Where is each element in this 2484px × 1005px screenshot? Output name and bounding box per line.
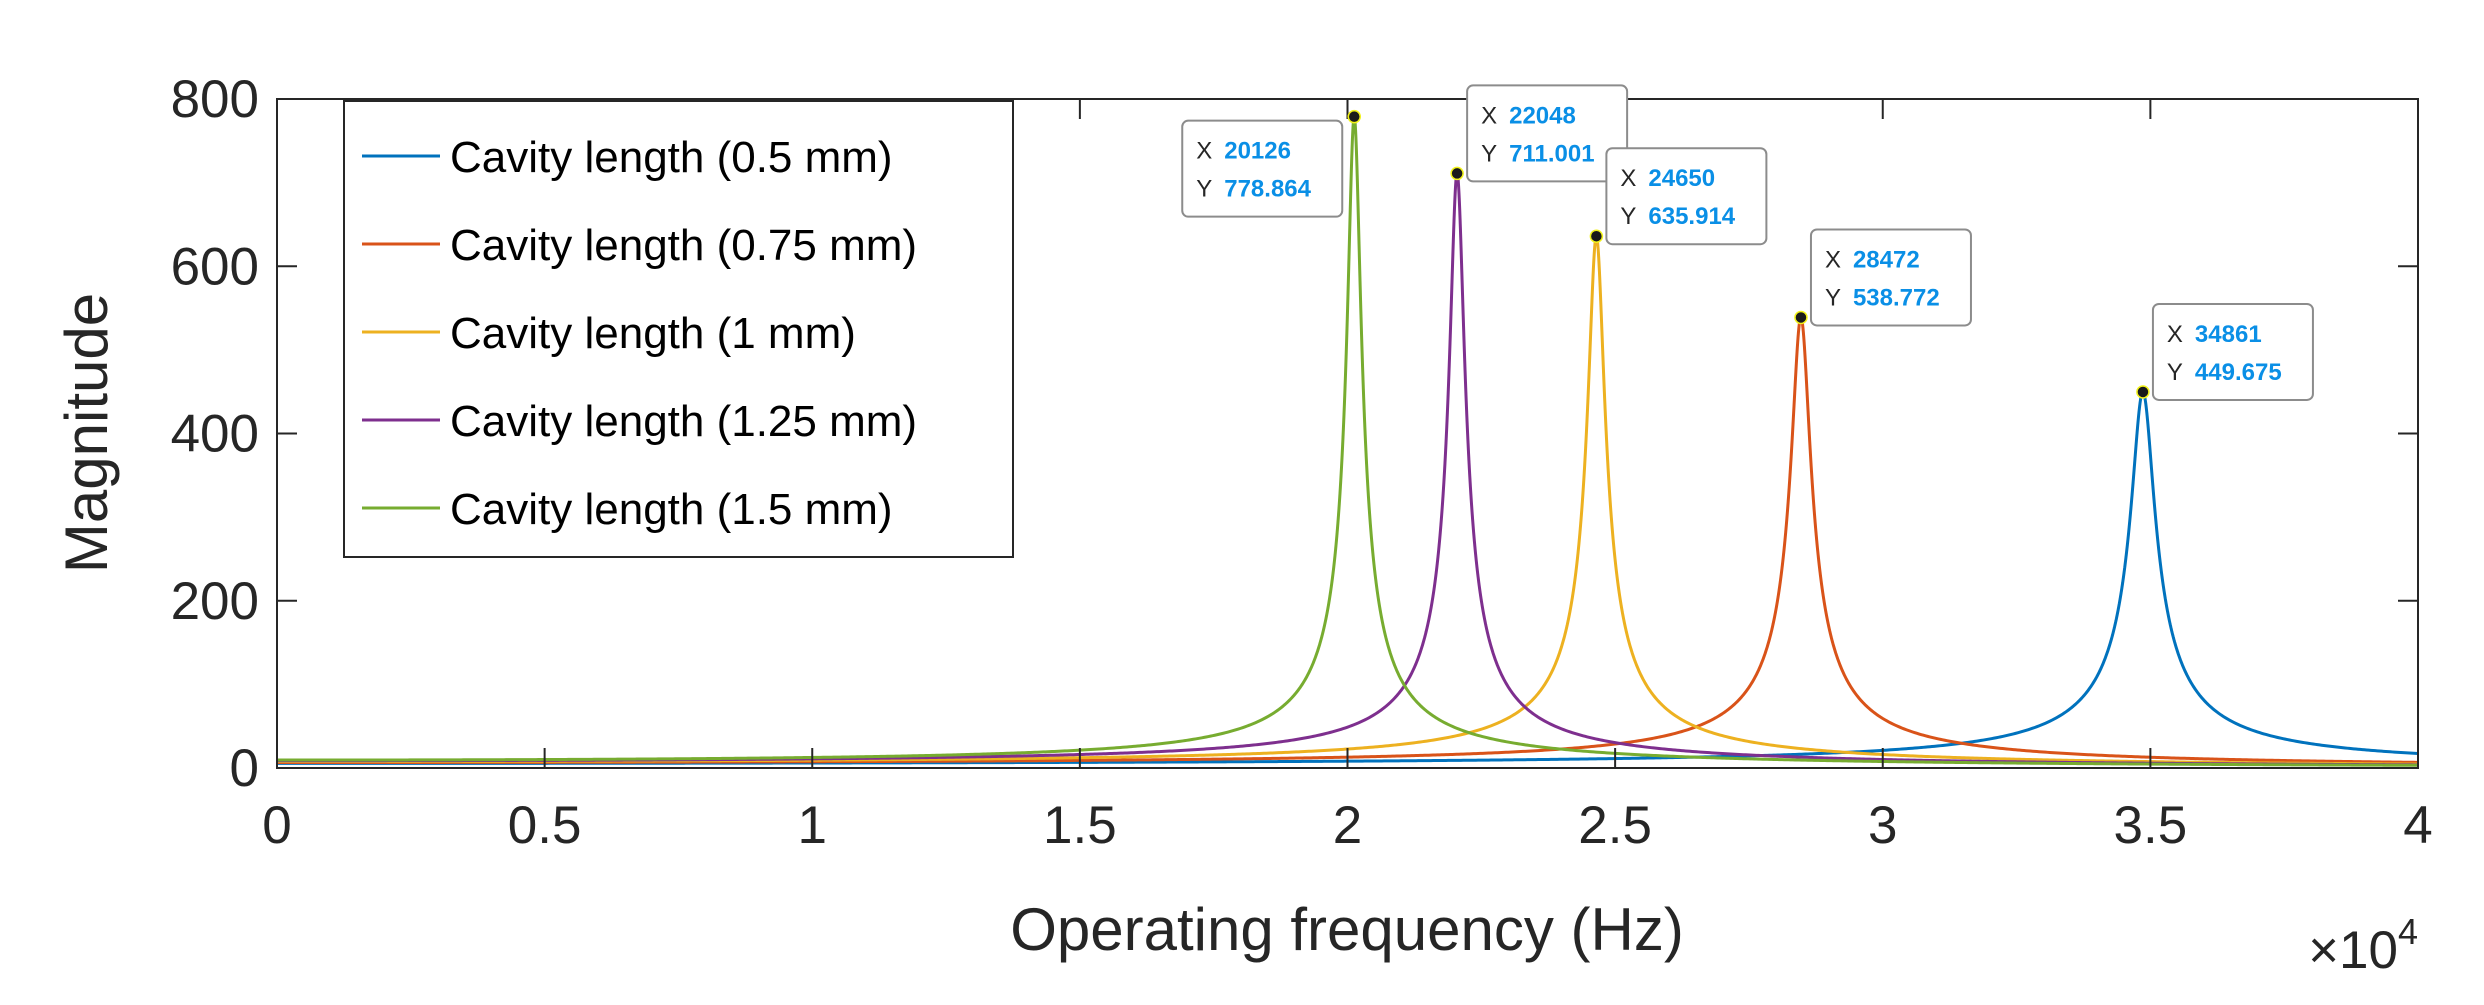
datatip-x-value: 34861 bbox=[2195, 321, 2262, 348]
x-tick-label: 1 bbox=[798, 796, 827, 855]
y-tick-label: 200 bbox=[171, 572, 259, 631]
y-tick-label: 600 bbox=[171, 237, 259, 296]
series-line-3 bbox=[277, 171, 2419, 767]
datatip-y-value: 538.772 bbox=[1853, 284, 1940, 311]
x-axis-multiplier: ×104 bbox=[2308, 911, 2418, 980]
datatip-box bbox=[2151, 302, 2314, 401]
legend-label-4: Cavity length (1.5 mm) bbox=[450, 485, 893, 534]
datatip-box bbox=[1605, 147, 1768, 246]
datatip-y-key: Y bbox=[1620, 203, 1636, 230]
datatip-marker bbox=[1347, 109, 1361, 124]
datatip-box bbox=[1466, 84, 1629, 183]
y-tick-label: 0 bbox=[230, 739, 259, 798]
legend-label-2: Cavity length (1 mm) bbox=[450, 309, 856, 358]
datatip-y-key: Y bbox=[1196, 176, 1212, 203]
datatip-y-value: 635.914 bbox=[1648, 203, 1735, 230]
datatip-y-value: 449.675 bbox=[2195, 359, 2282, 386]
datatip-x-value: 22048 bbox=[1509, 102, 1576, 129]
y-axis-label: Magnitude bbox=[53, 293, 120, 573]
datatip-x-key: X bbox=[1620, 165, 1636, 192]
datatip-x-key: X bbox=[1481, 102, 1497, 129]
datatip-y-key: Y bbox=[1481, 140, 1497, 167]
legend-label-0: Cavity length (0.5 mm) bbox=[450, 133, 893, 182]
x-multiplier-exponent: 4 bbox=[2398, 911, 2418, 952]
x-tick-label: 2 bbox=[1333, 796, 1362, 855]
datatip-marker bbox=[2136, 385, 2150, 399]
x-tick-label: 3.5 bbox=[2114, 796, 2188, 855]
datatip-layer: X 20126 Y 778.864 X 22048 Y 711.001 X 24650 Y 635.9… bbox=[1181, 84, 2314, 401]
legend-label-1: Cavity length (0.75 mm) bbox=[450, 221, 917, 270]
datatip-y-key: Y bbox=[2167, 359, 2183, 386]
x-tick-label: 0.5 bbox=[508, 796, 582, 855]
datatip-marker bbox=[1589, 229, 1604, 243]
y-tick-label: 800 bbox=[171, 70, 259, 129]
datatip-x-value: 28472 bbox=[1853, 246, 1920, 273]
datatip-box bbox=[1809, 228, 1972, 327]
datatip-0: X 20126 Y 778.864 bbox=[1181, 109, 1361, 218]
datatip-y-value: 711.001 bbox=[1509, 140, 1594, 167]
tick-layer: 0 0.5 1 1.5 2 2.5 3 3.5 4 0 200 400 600 800 bbox=[171, 70, 2433, 855]
datatip-marker bbox=[1794, 310, 1808, 325]
datatip-4: X 34861 Y 449.675 bbox=[2136, 302, 2314, 401]
datatip-x-key: X bbox=[2167, 321, 2183, 348]
x-multiplier-base: ×10 bbox=[2308, 921, 2398, 980]
series-layer bbox=[277, 115, 2419, 767]
datatip-x-value: 20126 bbox=[1224, 138, 1291, 165]
datatip-3: X 28472 Y 538.772 bbox=[1794, 228, 1972, 327]
datatip-x-key: X bbox=[1196, 138, 1212, 165]
y-tick-label: 400 bbox=[171, 405, 259, 464]
series-line-1 bbox=[277, 315, 2419, 765]
x-axis-label: Operating frequency (Hz) bbox=[1010, 896, 1684, 963]
datatip-1: X 22048 Y 711.001 bbox=[1450, 84, 1629, 183]
datatip-y-key: Y bbox=[1825, 284, 1841, 311]
x-tick-label: 1.5 bbox=[1043, 796, 1117, 855]
legend-label-3: Cavity length (1.25 mm) bbox=[450, 397, 917, 446]
datatip-2: X 24650 Y 635.914 bbox=[1589, 147, 1768, 246]
datatip-marker bbox=[1450, 166, 1464, 181]
legend-box bbox=[343, 100, 1014, 558]
datatip-box bbox=[1181, 119, 1344, 218]
x-tick-label: 4 bbox=[2403, 796, 2432, 855]
datatip-x-key: X bbox=[1825, 246, 1841, 273]
x-tick-label: 2.5 bbox=[1578, 796, 1652, 855]
x-tick-label: 3 bbox=[1868, 796, 1897, 855]
x-tick-label: 0 bbox=[262, 796, 291, 855]
legend[interactable]: Cavity length (0.5 mm) Cavity length (0.7… bbox=[343, 100, 1014, 558]
datatip-x-value: 24650 bbox=[1648, 165, 1715, 192]
datatip-y-value: 778.864 bbox=[1224, 176, 1311, 203]
